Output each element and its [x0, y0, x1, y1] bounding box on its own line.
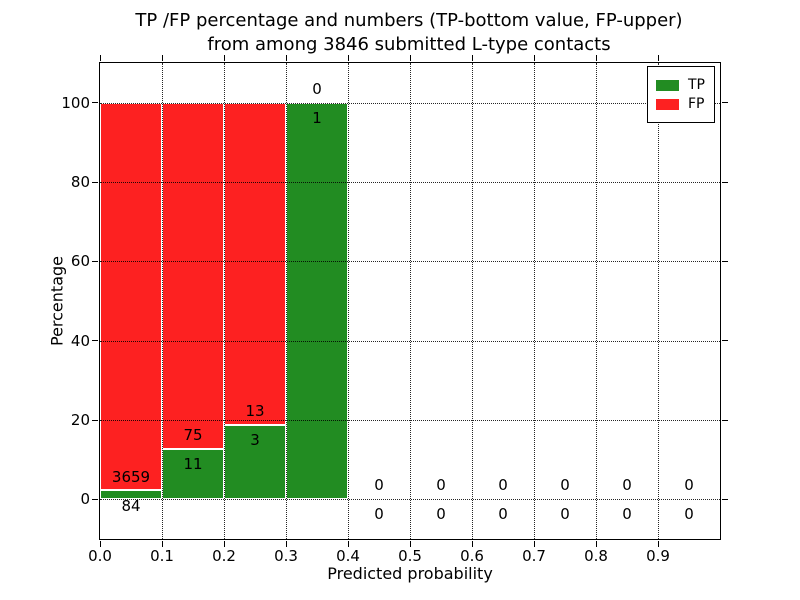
- annotation-fp-count: 75: [183, 425, 203, 444]
- chart-title-line1: TP /FP percentage and numbers (TP-bottom…: [135, 10, 683, 31]
- x-tick-label: 0.2: [212, 547, 236, 565]
- annotation-fp-count: 0: [312, 79, 322, 98]
- annotation-tp-count: 0: [498, 505, 508, 524]
- x-tick-bottom: [99, 541, 101, 547]
- gridline-vertical: [410, 63, 411, 539]
- x-tick-bottom: [595, 541, 597, 547]
- x-tick-label: 0.5: [398, 547, 422, 565]
- legend-swatch: [656, 79, 679, 91]
- annotation-tp-count: 1: [312, 108, 322, 127]
- x-axis-label: Predicted probability: [327, 564, 493, 583]
- plot-area: Percentage Predicted probability TP FP 3…: [48, 55, 728, 583]
- x-tick-top: [285, 55, 287, 61]
- annotation-tp-count: 84: [121, 496, 141, 515]
- x-tick-label: 0.3: [274, 547, 298, 565]
- bar-segment-fp: [162, 102, 224, 449]
- bar-segment-tp: [286, 102, 348, 500]
- y-tick-left: [92, 340, 98, 342]
- bar-segment-fp: [100, 102, 162, 491]
- annotation-fp-count: 0: [436, 476, 446, 495]
- legend-label-fp: FP: [688, 96, 705, 112]
- legend-item-tp: TP: [656, 77, 705, 93]
- y-tick-label: 0: [80, 490, 90, 509]
- y-tick-label: 40: [70, 331, 90, 350]
- annotation-tp-count: 0: [684, 505, 694, 524]
- y-tick-label: 60: [70, 252, 90, 271]
- x-tick-bottom: [161, 541, 163, 547]
- annotation-fp-count: 0: [498, 476, 508, 495]
- y-tick-right: [722, 181, 728, 183]
- annotation-fp-count: 0: [622, 476, 632, 495]
- legend-item-fp: FP: [656, 96, 705, 112]
- y-tick-left: [92, 102, 98, 104]
- x-tick-label: 0.9: [646, 547, 670, 565]
- x-tick-bottom: [285, 541, 287, 547]
- y-tick-label: 80: [70, 173, 90, 191]
- y-tick-left: [92, 498, 98, 500]
- legend-label-tp: TP: [688, 77, 705, 93]
- y-tick-right: [722, 419, 728, 421]
- chart-title-line2: from among 3846 submitted L-type contact…: [207, 34, 611, 55]
- gridline-vertical: [658, 63, 659, 539]
- x-tick-bottom: [347, 541, 349, 547]
- gridline-vertical: [472, 63, 473, 539]
- bar-segment-fp: [224, 102, 286, 425]
- x-tick-bottom: [657, 541, 659, 547]
- x-tick-label: 0.7: [522, 547, 546, 565]
- annotation-fp-count: 0: [684, 476, 694, 495]
- y-tick-right: [722, 340, 728, 342]
- y-tick-left: [92, 181, 98, 183]
- x-tick-label: 0.6: [460, 547, 484, 565]
- x-tick-bottom: [471, 541, 473, 547]
- annotation-tp-count: 0: [560, 505, 570, 524]
- y-tick-right: [722, 498, 728, 500]
- y-tick-right: [722, 102, 728, 104]
- y-tick-left: [92, 260, 98, 262]
- gridline-vertical: [286, 63, 287, 539]
- gridline-vertical: [348, 63, 349, 539]
- annotation-tp-count: 11: [183, 454, 203, 473]
- x-tick-label: 0.0: [88, 547, 112, 565]
- gridline-vertical: [162, 63, 163, 539]
- x-tick-top: [223, 55, 225, 61]
- y-tick-label: 20: [70, 411, 90, 429]
- gridline-vertical: [224, 63, 225, 539]
- x-tick-top: [99, 55, 101, 61]
- gridline-vertical: [534, 63, 535, 539]
- annotation-tp-count: 3: [250, 431, 260, 450]
- x-tick-bottom: [223, 541, 225, 547]
- y-tick-label: 100: [61, 93, 90, 112]
- annotation-tp-count: 0: [374, 505, 384, 524]
- bar-segment-tp: [162, 448, 224, 500]
- x-tick-top: [471, 55, 473, 61]
- annotation-fp-count: 3659: [111, 467, 151, 486]
- x-tick-top: [533, 55, 535, 61]
- y-tick-left: [92, 419, 98, 421]
- bar-segment-tp: [100, 490, 162, 500]
- annotation-tp-count: 0: [436, 505, 446, 524]
- x-tick-bottom: [409, 541, 411, 547]
- x-tick-top: [347, 55, 349, 61]
- x-tick-label: 0.4: [336, 547, 360, 565]
- x-tick-label: 0.1: [150, 547, 174, 565]
- annotation-tp-count: 0: [622, 505, 632, 524]
- y-tick-right: [722, 260, 728, 262]
- x-tick-top: [657, 55, 659, 61]
- x-tick-bottom: [533, 541, 535, 547]
- legend: TP FP: [647, 66, 715, 123]
- legend-swatch: [656, 98, 679, 110]
- gridline-vertical: [596, 63, 597, 539]
- annotation-fp-count: 0: [560, 476, 570, 495]
- x-tick-top: [595, 55, 597, 61]
- x-tick-top: [161, 55, 163, 61]
- annotation-fp-count: 13: [245, 402, 265, 421]
- x-tick-label: 0.8: [584, 547, 608, 565]
- chart-title: TP /FP percentage and numbers (TP-bottom…: [99, 9, 719, 57]
- x-tick-top: [409, 55, 411, 61]
- annotation-fp-count: 0: [374, 476, 384, 495]
